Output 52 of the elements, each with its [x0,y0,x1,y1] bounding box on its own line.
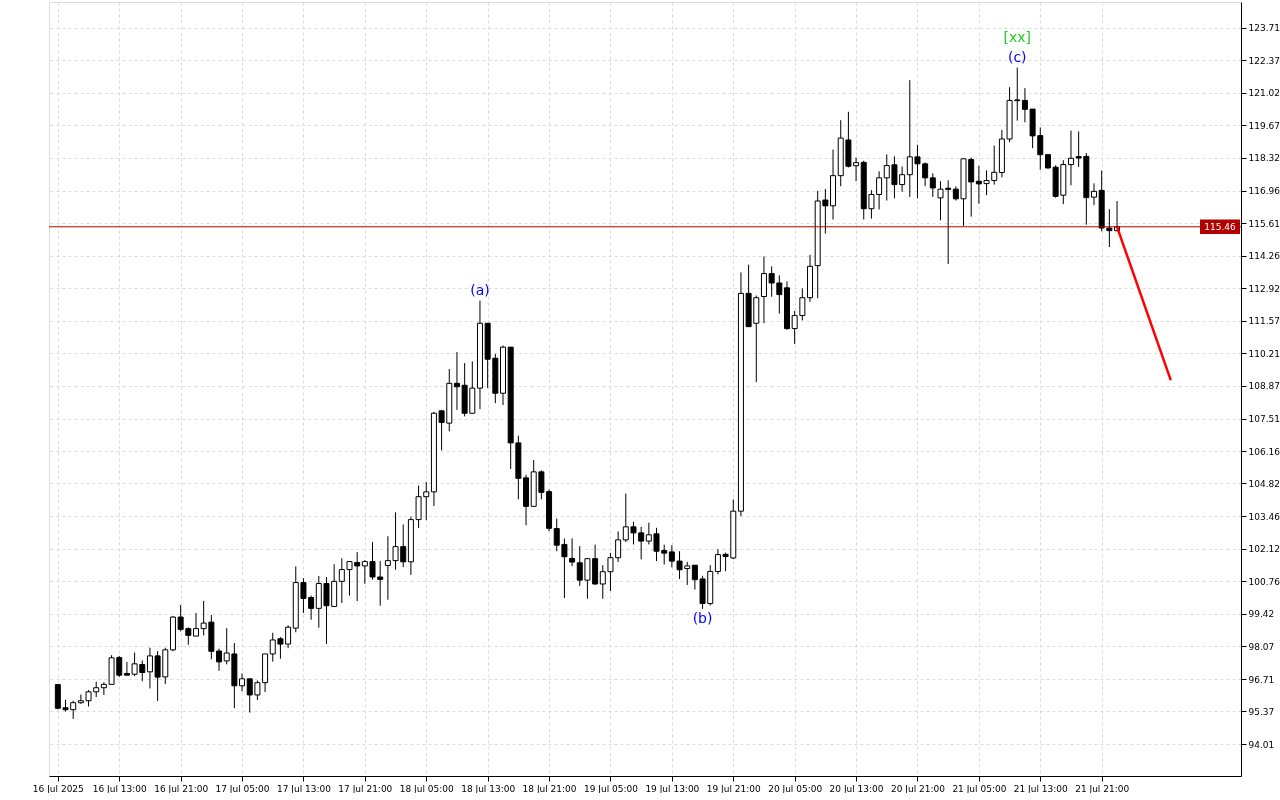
y-tick-label: 108.87 [1248,381,1280,392]
y-tick-label: 121.02 [1248,88,1280,99]
x-tick-label: 17 Jul 05:00 [215,783,270,794]
x-tick-label: 17 Jul 21:00 [338,783,393,794]
y-tick-label: 96.71 [1248,674,1275,685]
y-tick-label: 112.92 [1248,283,1280,294]
annotation: [xx] [1003,28,1031,45]
x-tick-label: 21 Jul 05:00 [952,783,1007,794]
candlestick [569,537,576,567]
candlestick [1067,130,1074,186]
candlestick [929,172,936,198]
y-tick-label: 94.01 [1248,739,1275,750]
x-tick-label: 16 Jul 2025 [32,783,84,794]
annotation: (a) [470,281,490,298]
y-tick-label: 110.21 [1248,348,1280,359]
annotation: (b) [692,609,713,626]
y-tick-label: 99.42 [1248,609,1275,620]
candlestick [1091,182,1098,206]
y-tick-label: 118.32 [1248,153,1280,164]
y-tick-label: 119.67 [1248,120,1280,131]
y-tick-label: 122.37 [1248,55,1280,66]
y-tick-label: 123.71 [1248,23,1280,34]
candlestick [216,648,223,672]
x-tick-label: 20 Jul 13:00 [829,783,884,794]
ref-line-label: 115.46 [1204,221,1237,232]
annotation: (c) [1007,48,1027,65]
y-tick-label: 106.16 [1248,446,1280,457]
y-tick-label: 100.76 [1248,576,1280,587]
x-tick-label: 21 Jul 13:00 [1013,783,1069,794]
x-tick-label: 21 Jul 21:00 [1075,783,1130,794]
x-tick-label: 19 Jul 21:00 [706,783,762,794]
x-tick-label: 18 Jul 21:00 [522,783,577,794]
y-tick-label: 102.12 [1248,544,1280,555]
y-tick-label: 104.82 [1248,478,1280,489]
y-tick-label: 114.26 [1248,251,1280,262]
y-tick-label: 107.51 [1248,414,1280,425]
x-tick-label: 16 Jul 13:00 [92,783,147,794]
x-tick-label: 19 Jul 05:00 [583,783,639,794]
x-tick-label: 20 Jul 05:00 [768,783,823,794]
x-tick-label: 17 Jul 13:00 [276,783,332,794]
x-tick-label: 16 Jul 21:00 [154,783,209,794]
y-tick-label: 103.46 [1248,511,1280,522]
y-tick-label: 111.57 [1248,316,1280,327]
y-tick-label: 116.96 [1248,186,1280,197]
candlestick [192,612,199,637]
y-tick-label: 115.61 [1248,218,1280,229]
y-tick-label: 95.37 [1248,706,1275,717]
y-tick-label: 98.07 [1248,641,1275,652]
x-tick-label: 20 Jul 21:00 [890,783,946,794]
x-tick-label: 18 Jul 05:00 [399,783,454,794]
x-tick-label: 19 Jul 13:00 [645,783,700,794]
x-tick-label: 18 Jul 13:00 [461,783,516,794]
